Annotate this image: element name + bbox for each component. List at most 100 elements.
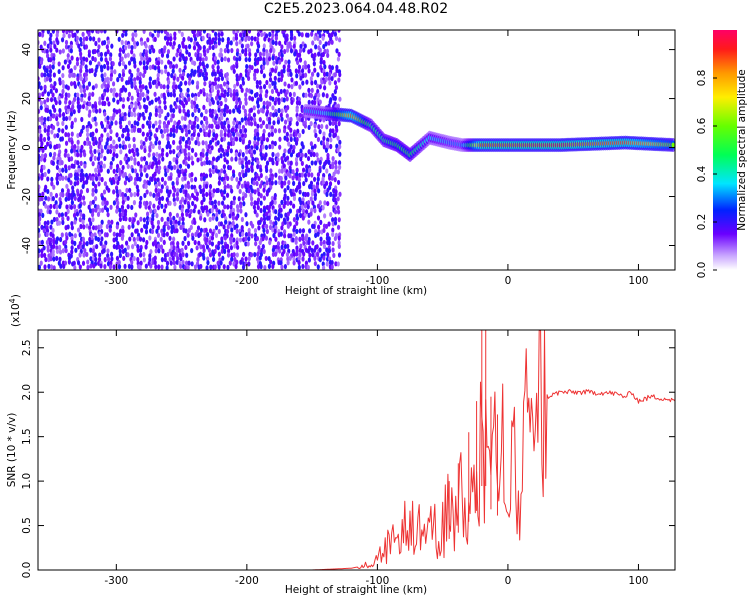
noise-cell: [199, 244, 203, 250]
noise-cell: [295, 215, 300, 221]
noise-cell: [129, 155, 134, 161]
noise-cell: [133, 240, 137, 247]
noise-cell: [102, 163, 106, 169]
noise-cell: [317, 51, 321, 57]
noise-cell: [81, 31, 85, 37]
noise-cell: [195, 191, 199, 197]
noise-cell: [247, 236, 251, 242]
noise-cell: [91, 225, 96, 231]
noise-cell: [262, 100, 266, 107]
noise-cell: [78, 217, 82, 223]
noise-cell: [331, 128, 335, 134]
noise-cell: [235, 57, 239, 63]
noise-cell: [306, 155, 311, 162]
noise-cell: [132, 107, 136, 113]
noise-cell: [52, 56, 56, 62]
noise-cell: [334, 159, 338, 166]
noise-cell: [196, 123, 200, 130]
noise-cell: [196, 68, 200, 74]
noise-cell: [279, 231, 283, 237]
noise-cell: [280, 183, 284, 189]
noise-cell: [261, 120, 266, 126]
noise-cell: [176, 241, 180, 247]
noise-cell: [66, 132, 71, 138]
noise-cell: [201, 57, 205, 63]
noise-cell: [186, 112, 190, 118]
noise-cell: [194, 95, 198, 101]
noise-cell: [85, 68, 89, 74]
noise-cell: [226, 57, 231, 63]
noise-cell: [322, 144, 326, 150]
noise-cell: [269, 48, 273, 54]
noise-cell: [325, 71, 329, 77]
noise-cell: [265, 100, 269, 106]
noise-cell: [285, 47, 290, 53]
noise-cell: [276, 119, 281, 125]
noise-cell: [248, 139, 252, 146]
noise-cell: [172, 164, 177, 170]
noise-cell: [264, 144, 269, 150]
noise-cell: [250, 196, 254, 202]
noise-cell: [204, 183, 209, 189]
noise-cell: [203, 51, 207, 57]
noise-cell: [261, 235, 265, 242]
colorbar-tick-label: 0.0: [696, 262, 708, 279]
noise-cell: [232, 92, 236, 98]
noise-cell: [73, 195, 77, 201]
noise-cell: [170, 72, 174, 79]
noise-cell: [103, 263, 107, 270]
noise-cell: [181, 43, 185, 49]
noise-cell: [265, 52, 269, 58]
noise-cell: [223, 248, 227, 254]
noise-cell: [113, 69, 117, 75]
noise-cell: [208, 172, 213, 178]
noise-cell: [105, 232, 109, 238]
noise-cell: [313, 255, 317, 261]
noise-cell: [212, 132, 216, 138]
noise-cell: [337, 160, 342, 166]
noise-cell: [79, 223, 83, 230]
noise-cell: [73, 144, 77, 150]
noise-cell: [42, 136, 47, 143]
noise-cell: [109, 87, 113, 94]
noise-cell: [121, 228, 125, 234]
noise-cell: [250, 201, 254, 207]
noise-cell: [138, 264, 142, 270]
noise-cell: [203, 81, 207, 87]
noise-cell: [72, 204, 77, 210]
noise-cell: [157, 144, 162, 151]
noise-cell: [205, 119, 209, 126]
noise-cell: [213, 109, 217, 115]
noise-cell: [131, 32, 135, 38]
noise-cell: [62, 83, 66, 89]
noise-cell: [268, 71, 273, 78]
noise-cell: [280, 168, 284, 174]
noise-cell: [278, 40, 282, 46]
noise-cell: [318, 200, 322, 206]
noise-cell: [78, 131, 82, 138]
noise-cell: [165, 260, 170, 266]
noise-cell: [327, 221, 331, 227]
noise-cell: [97, 256, 102, 262]
noise-cell: [247, 231, 251, 237]
noise-cell: [322, 239, 326, 246]
noise-cell: [336, 103, 340, 109]
noise-cell: [197, 107, 201, 114]
noise-cell: [61, 72, 65, 79]
noise-cell: [76, 160, 80, 166]
noise-cell: [91, 91, 95, 97]
noise-cell: [88, 36, 93, 42]
noise-cell: [90, 232, 94, 238]
noise-cell: [256, 131, 260, 137]
noise-cell: [297, 100, 302, 106]
noise-cell: [325, 168, 329, 174]
noise-cell: [42, 164, 46, 171]
noise-cell: [38, 264, 41, 270]
noise-cell: [247, 159, 251, 165]
noise-cell: [81, 175, 85, 182]
noise-cell: [307, 68, 311, 74]
noise-cell: [203, 67, 207, 73]
noise-cell: [154, 183, 158, 189]
noise-cell: [297, 64, 302, 70]
noise-cell: [246, 75, 251, 81]
